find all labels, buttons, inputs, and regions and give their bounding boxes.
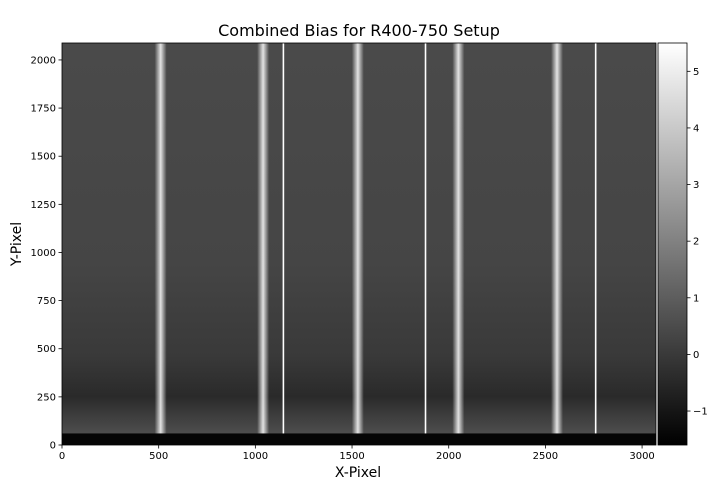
colorbar-tick-label: 1 <box>693 293 699 304</box>
y-tick-label: 500 <box>37 344 56 355</box>
x-tick-label: 0 <box>59 451 65 462</box>
x-axis-label: X-Pixel <box>335 465 381 481</box>
y-tick-label: 1500 <box>31 152 56 163</box>
colorbar <box>657 42 688 446</box>
x-tick-label: 2500 <box>533 451 558 462</box>
y-tick-label: 0 <box>50 441 56 452</box>
bright-column <box>452 43 465 445</box>
colorbar-tick-label: 2 <box>693 237 699 248</box>
colorbar-axis: −1 0 1 2 3 4 5 <box>687 67 708 418</box>
colorbar-tick-label: −1 <box>693 407 708 418</box>
y-tick-label: 1750 <box>31 104 56 115</box>
y-tick-label: 750 <box>37 296 56 307</box>
x-axis: 0 500 1000 1500 2000 2500 3000 <box>59 445 655 462</box>
column-features <box>154 43 597 445</box>
y-axis: 0 250 500 750 1000 1250 1500 1750 2000 <box>31 55 62 452</box>
colorbar-tick-label: 3 <box>693 180 699 191</box>
x-tick-label: 2000 <box>436 451 461 462</box>
y-tick-label: 1250 <box>31 200 56 211</box>
plot-area <box>62 43 656 445</box>
bright-column <box>551 43 563 445</box>
colorbar-tick-label: 5 <box>693 67 699 78</box>
plot-frame <box>61 42 657 446</box>
x-tick-label: 1000 <box>243 451 268 462</box>
dark-bottom-band <box>62 433 656 445</box>
bright-column <box>257 43 270 445</box>
x-tick-label: 3000 <box>629 451 654 462</box>
x-tick-label: 500 <box>149 451 168 462</box>
y-tick-label: 2000 <box>31 55 56 66</box>
y-axis-label: Y-Pixel <box>9 222 25 267</box>
y-tick-label: 250 <box>37 392 56 403</box>
bright-column <box>351 43 364 445</box>
chart-title: Combined Bias for R400-750 Setup <box>218 21 500 40</box>
colorbar-tick-label: 4 <box>693 123 699 134</box>
colorbar-tick-label: 0 <box>693 350 699 361</box>
bright-column <box>154 43 167 445</box>
y-tick-label: 1000 <box>31 248 56 259</box>
x-tick-label: 1500 <box>339 451 364 462</box>
